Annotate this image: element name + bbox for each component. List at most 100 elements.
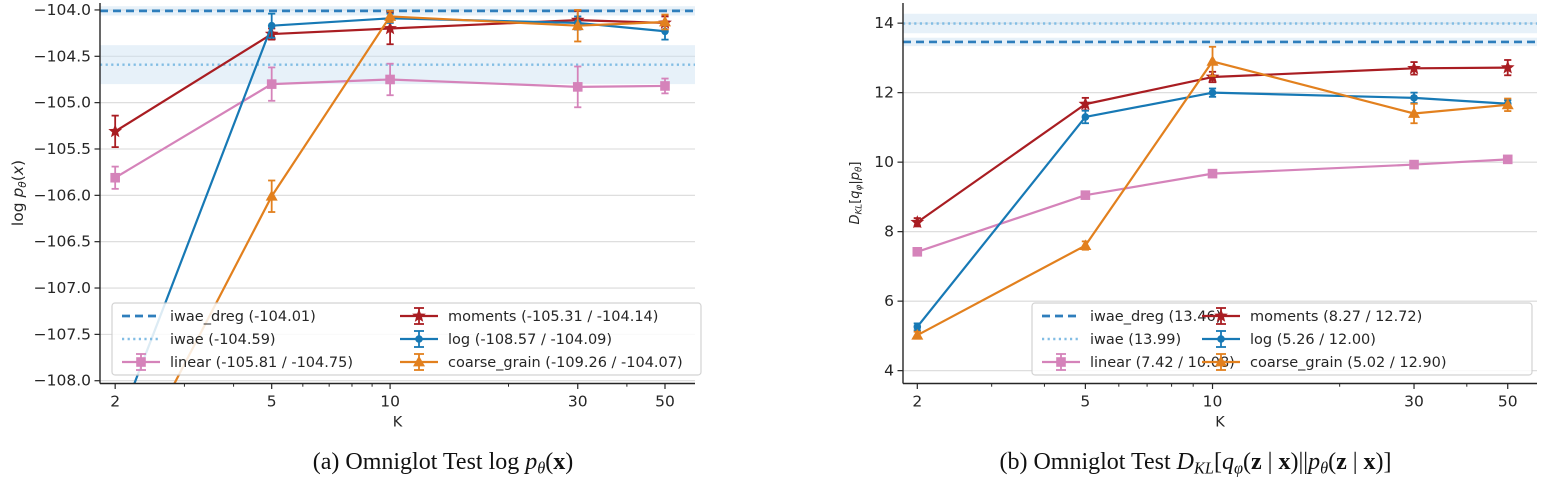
series-line (916, 60, 1508, 337)
text-segment: (a) Omniglot Test log (312, 449, 526, 475)
text-segment: q (1221, 449, 1234, 475)
x-tick-label: 10 (380, 393, 400, 411)
legend-label-coarse_grain: coarse_grain (-109.26 / -104.07) (448, 355, 683, 371)
reference-lines (100, 6, 695, 85)
x-tick-label: 30 (1404, 393, 1424, 411)
coarse_grain-marker (658, 15, 671, 27)
moments-marker (1500, 60, 1515, 74)
legend-marker-coarse_grain (413, 355, 425, 367)
text-segment: p (1308, 449, 1321, 475)
text-segment: z (1336, 449, 1347, 475)
text-segment: log (9, 197, 27, 227)
series-log (913, 87, 1512, 332)
x-tick-label: 5 (1080, 393, 1090, 411)
x-axis-label: K (1215, 415, 1225, 431)
linear-marker (660, 81, 670, 91)
axes: −104.0 −104.5 −105.0 −105.5 −106.0 −106.5 −107… (34, 1, 695, 431)
caption-a: (a) Omniglot Test log pθ(x) (58, 449, 828, 479)
x-tick-label: 50 (1498, 393, 1518, 411)
legend-marker-moments (1214, 308, 1228, 322)
text-segment: D (848, 214, 863, 225)
text-segment: [ (1213, 449, 1222, 475)
log-marker (913, 323, 922, 331)
log-marker (1410, 94, 1418, 102)
legend-label-iwae: iwae (13.99) (1090, 332, 1181, 348)
legend-label-linear: linear (-105.81 / -104.75) (170, 355, 353, 371)
subplot-a-panel: −104.0 −104.5 −105.0 −105.5 −106.0 −106.5 −107… (0, 0, 770, 499)
text-segment: (b) Omniglot Test (999, 449, 1177, 475)
y-tick-label: 6 (884, 292, 894, 310)
y-tick-label: −105.5 (34, 140, 91, 158)
legend-label-iwae_dreg: iwae_dreg (13.46) (1090, 309, 1221, 325)
text-segment: x (1363, 449, 1376, 475)
text-segment: x (9, 165, 27, 176)
text-segment: ] (848, 161, 863, 167)
text-segment: KL (1194, 458, 1214, 478)
series-coarse_grain (911, 45, 1514, 340)
legend-label-moments: moments (-105.31 / -104.14) (448, 309, 658, 325)
band-iwae (903, 13, 1537, 34)
text-segment: [ (848, 198, 863, 204)
coarse_grain-marker (911, 328, 924, 340)
x-tick-label: 30 (568, 393, 588, 411)
text-segment: φ (1233, 458, 1243, 478)
coarse_grain-marker (1206, 55, 1219, 66)
legend-label-log: log (5.26 / 12.00) (1250, 332, 1376, 348)
y-tick-label: −107.0 (34, 279, 91, 297)
text-segment: p (525, 449, 538, 475)
x-tick-label: 2 (110, 393, 120, 411)
y-tick-label: −104.5 (34, 47, 91, 65)
text-segment: p (9, 187, 27, 198)
log-marker (111, 430, 119, 438)
moments-marker (383, 21, 397, 35)
linear-marker (1409, 159, 1419, 170)
text-segment: p (848, 171, 863, 181)
x-axis-label: K (393, 415, 403, 431)
y-tick-label: 14 (874, 14, 894, 32)
moments-marker (1407, 61, 1421, 75)
caption-b: (b) Omniglot Test DKL[qφ(z | x)||pθ(z | … (810, 449, 1541, 479)
moments-marker (1078, 96, 1093, 110)
series-moments (910, 59, 1515, 229)
coarse_grain-marker (1501, 98, 1514, 110)
linear-marker (385, 74, 395, 85)
text-segment: θ (1320, 458, 1329, 478)
log-marker (267, 21, 276, 30)
band-iwae_dreg (100, 6, 695, 16)
legend-label-linear: linear (7.42 / 10.08) (1090, 355, 1235, 371)
legend-label-moments: moments (8.27 / 12.72) (1250, 309, 1422, 325)
y-tick-label: −107.5 (34, 325, 91, 343)
linear-marker (110, 172, 120, 183)
text-segment: ( (1328, 449, 1337, 475)
reference-lines (903, 13, 1537, 47)
y-tick-label: 10 (874, 153, 894, 171)
moments-marker (910, 215, 925, 229)
text-segment: φ (854, 184, 865, 191)
moments-marker (108, 124, 123, 138)
text-segment: x (553, 449, 566, 475)
linear-marker (266, 79, 277, 89)
x-tick-label: 2 (912, 393, 922, 411)
legend-marker-coarse_grain (1215, 355, 1227, 367)
text-segment: q (848, 190, 863, 199)
series-linear (912, 154, 1513, 257)
coarse_grain-marker (571, 19, 584, 31)
text-segment: z (1250, 449, 1262, 475)
y-tick-label: 4 (884, 362, 894, 380)
text-segment: | (848, 180, 863, 185)
legend: iwae_dreg (13.46) iwae (13.99) linear (7.4… (1031, 302, 1533, 376)
legend-label-iwae_dreg: iwae_dreg (-104.01) (170, 309, 316, 325)
linear-marker (1080, 190, 1091, 200)
y-tick-label: −108.0 (34, 372, 91, 390)
legend-marker-moments (412, 308, 426, 322)
y-tick-label: 8 (884, 223, 894, 241)
text-segment: ( (9, 175, 27, 182)
series-linear (110, 62, 670, 190)
linear-marker (912, 247, 923, 257)
chart-log-px: −104.0 −104.5 −105.0 −105.5 −106.0 −106.5 −107… (34, 1, 702, 438)
legend-marker-log (415, 335, 423, 343)
x-tick-label: 5 (267, 393, 277, 411)
y-tick-label: −104.0 (34, 1, 91, 19)
